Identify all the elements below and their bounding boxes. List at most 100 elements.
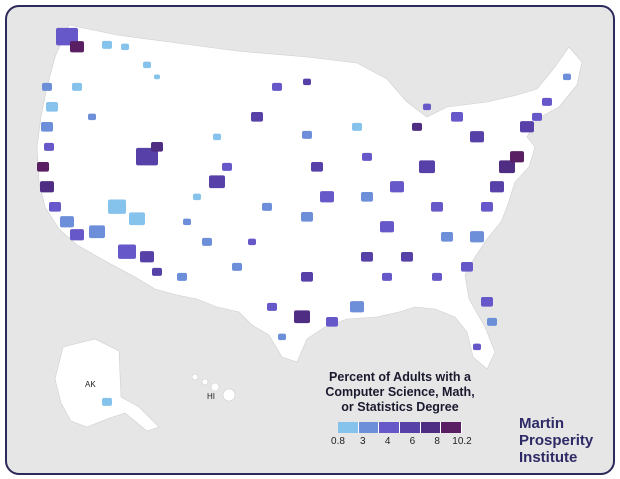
- legend-tick-label: 4: [384, 436, 391, 447]
- metro-area: [326, 317, 338, 327]
- metro-area: [44, 142, 54, 151]
- metro-area: [361, 192, 373, 202]
- legend-swatch: [420, 422, 442, 433]
- legend-tick-label: 10.2: [452, 436, 472, 447]
- metro-area: [213, 133, 221, 141]
- logo-line-1: Martin: [519, 415, 564, 432]
- metro-area: [350, 301, 364, 313]
- metro-area: [423, 103, 431, 111]
- metro-area: [136, 147, 158, 166]
- metro-area: [431, 202, 443, 212]
- metro-area: [60, 216, 74, 228]
- metro-area: [362, 152, 372, 161]
- metro-area: [272, 82, 282, 91]
- metro-area: [461, 262, 473, 272]
- metro-area: [302, 130, 312, 139]
- metro-area: [432, 272, 442, 281]
- metro-area: [490, 181, 504, 193]
- logo-line-3: Institute: [519, 449, 578, 466]
- metro-area: [510, 151, 524, 163]
- metro-area: [267, 302, 277, 311]
- metro-area: [499, 160, 515, 174]
- metro-area: [251, 112, 263, 122]
- metro-regions: [37, 27, 571, 406]
- metro-area: [301, 272, 313, 282]
- metro-area: [121, 43, 129, 51]
- legend: Percent of Adults with a Computer Scienc…: [320, 370, 480, 450]
- metro-area: [301, 212, 313, 222]
- metro-area: [193, 193, 201, 201]
- metro-area: [70, 41, 84, 53]
- martin-prosperity-logo: Martin Prosperity Institute: [519, 415, 593, 466]
- metro-area: [320, 191, 334, 203]
- legend-ticks: 0.8 3 4 6 8 10.2: [325, 436, 475, 450]
- metro-area: [40, 181, 54, 193]
- metro-area: [70, 229, 84, 241]
- metro-area: [303, 78, 311, 86]
- legend-swatch: [379, 422, 401, 433]
- metro-area: [154, 74, 160, 80]
- metro-area: [542, 97, 552, 106]
- metro-area: [520, 121, 534, 133]
- metro-area: [311, 162, 323, 172]
- metro-area: [532, 112, 542, 121]
- metro-area: [88, 113, 96, 121]
- legend-tick-label: 0.8: [331, 436, 345, 447]
- metro-area: [202, 237, 212, 246]
- legend-tick-label: 6: [409, 436, 416, 447]
- us-metro-map: [36, 24, 583, 432]
- metro-area: [294, 310, 310, 324]
- metro-area: [262, 202, 272, 211]
- metro-area: [248, 238, 256, 246]
- metro-area: [37, 162, 49, 172]
- hawaii-label: HI: [207, 392, 215, 401]
- metro-area: [118, 244, 136, 259]
- metro-area: [487, 317, 497, 326]
- map-frame: AK HI Percent of Adults with a Computer …: [5, 5, 615, 475]
- metro-area: [72, 82, 82, 91]
- metro-area: [222, 162, 232, 171]
- metro-area: [46, 102, 58, 112]
- metro-area: [89, 225, 105, 239]
- metro-area: [278, 333, 286, 341]
- metro-area: [451, 112, 463, 122]
- metro-area: [441, 232, 453, 242]
- metro-area: [481, 202, 493, 212]
- metro-area: [143, 61, 151, 69]
- metro-area: [151, 142, 163, 152]
- metro-area: [140, 251, 154, 263]
- metro-area: [473, 343, 481, 351]
- metro-area: [361, 252, 373, 262]
- metro-area: [42, 82, 52, 91]
- metro-area: [49, 202, 61, 212]
- alaska-land: [54, 338, 160, 432]
- alaska-label: AK: [85, 380, 96, 389]
- metro-area: [390, 181, 404, 193]
- metro-area: [152, 267, 162, 276]
- metro-area: [102, 40, 112, 49]
- metro-area: [183, 218, 191, 226]
- metro-area: [419, 160, 435, 174]
- metro-area: [470, 131, 484, 143]
- contiguous-us-land: [36, 24, 583, 370]
- metro-area: [177, 272, 187, 281]
- metro-area: [41, 122, 53, 132]
- logo-line-2: Prosperity: [519, 432, 594, 449]
- metro-area: [129, 212, 145, 226]
- metro-area: [380, 221, 394, 233]
- legend-color-bar: [338, 422, 463, 433]
- metro-area: [563, 73, 571, 81]
- legend-tick-label: 8: [434, 436, 440, 447]
- metro-area: [412, 122, 422, 131]
- metro-area: [56, 27, 78, 46]
- legend-swatch: [338, 422, 359, 433]
- hawaii-islands: [191, 373, 236, 402]
- metro-area: [232, 262, 242, 271]
- metro-area: [470, 231, 484, 243]
- metro-area: [209, 175, 225, 189]
- metro-area: [352, 122, 362, 131]
- metro-area: [481, 297, 493, 307]
- legend-swatch: [441, 422, 463, 433]
- metro-area: [382, 272, 392, 281]
- legend-title: Percent of Adults with a Computer Scienc…: [325, 370, 475, 414]
